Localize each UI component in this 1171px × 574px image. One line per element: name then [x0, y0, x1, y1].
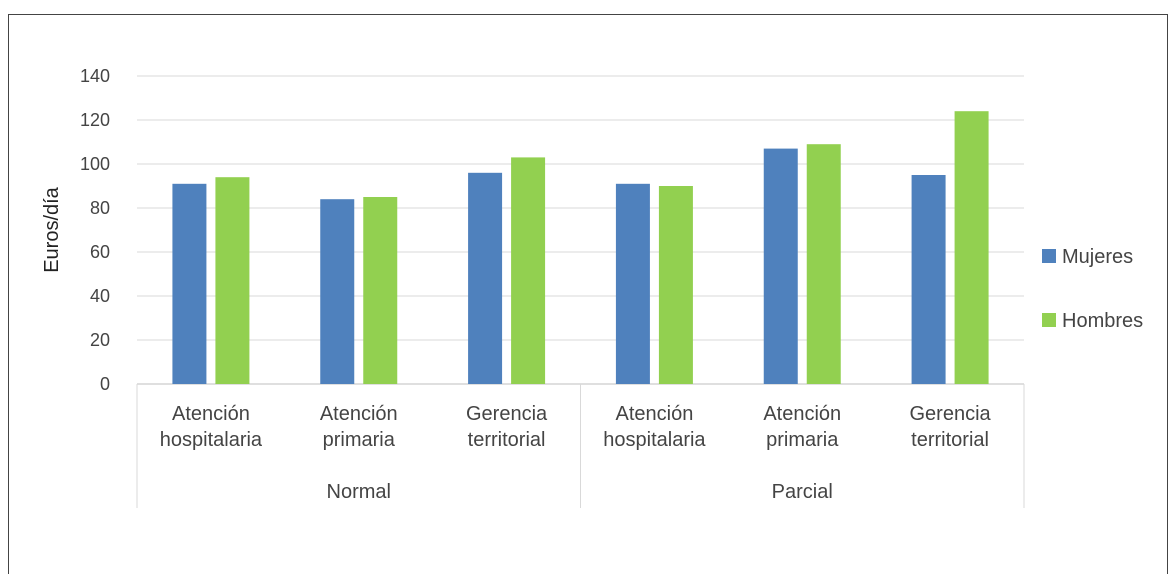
category-label: hospitalaria [603, 429, 706, 451]
y-tick-label: 120 [80, 110, 110, 130]
category-label: Atención [320, 403, 398, 425]
category-label: primaria [766, 429, 839, 451]
y-tick-label: 140 [80, 66, 110, 86]
bar-mujeres-6 [911, 175, 946, 384]
y-axis-ticks: 0 20 40 60 80 100 120 140 [80, 66, 110, 394]
legend: Mujeres Hombres [1042, 246, 1143, 332]
legend-swatch [1042, 249, 1056, 263]
bar-mujeres-2 [320, 199, 355, 384]
category-label: territorial [911, 429, 989, 451]
category-label: Gerencia [466, 403, 548, 425]
group-labels: Normal Parcial [136, 384, 1025, 508]
y-tick-label: 60 [90, 242, 110, 262]
gridlines [137, 75, 1024, 385]
chart-frame [8, 14, 1168, 574]
bar-mujeres-4 [615, 183, 650, 384]
category-label: Atención [172, 403, 250, 425]
bar-hombres-1 [215, 177, 250, 384]
legend-label: Mujeres [1062, 246, 1133, 268]
bar-mujeres-5 [763, 148, 798, 384]
legend-label: Hombres [1062, 310, 1143, 332]
group-label: Parcial [772, 481, 833, 503]
category-label: Atención [615, 403, 693, 425]
y-tick-label: 100 [80, 154, 110, 174]
y-axis-title: Euros/día [41, 186, 63, 272]
group-label: Normal [327, 481, 391, 503]
bar-mujeres-3 [468, 172, 503, 384]
bar-hombres-3 [511, 157, 546, 384]
bar-mujeres-1 [172, 183, 207, 384]
y-tick-label: 40 [90, 286, 110, 306]
category-label: Gerencia [910, 403, 992, 425]
y-tick-label: 0 [100, 374, 110, 394]
bar-hombres-2 [363, 197, 398, 384]
category-label: primaria [323, 429, 396, 451]
legend-swatch [1042, 313, 1056, 327]
bar-hombres-4 [658, 186, 693, 384]
y-tick-label: 80 [90, 198, 110, 218]
bar-hombres-6 [954, 111, 989, 384]
bars [172, 111, 989, 384]
y-tick-label: 20 [90, 330, 110, 350]
category-label: territorial [468, 429, 546, 451]
category-label: hospitalaria [160, 429, 263, 451]
bar-hombres-5 [806, 144, 841, 384]
category-labels: Atención hospitalaria Atención primaria Gere… [160, 403, 992, 451]
category-label: Atención [763, 403, 841, 425]
